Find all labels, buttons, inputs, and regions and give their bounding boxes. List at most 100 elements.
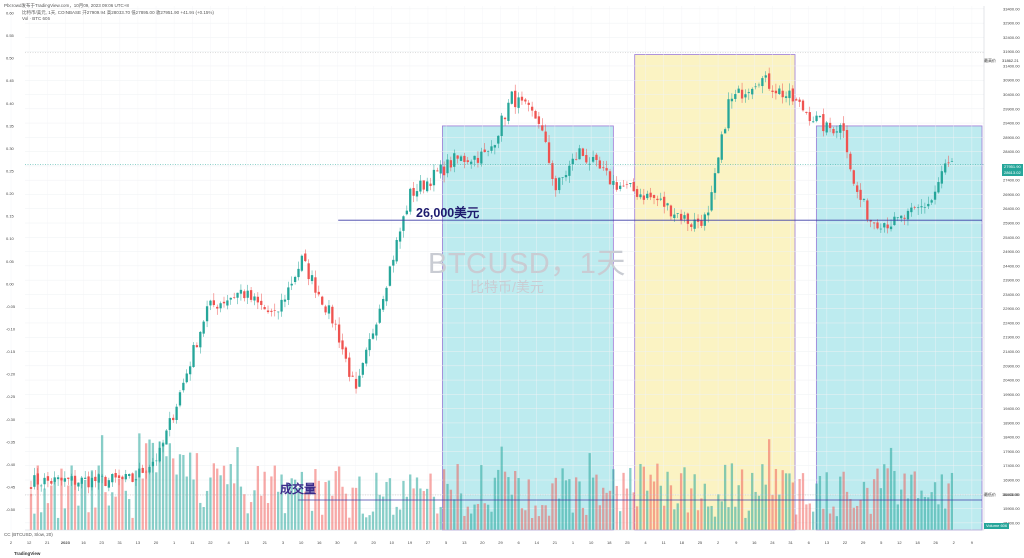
volume-bar xyxy=(209,477,212,530)
volume-bar xyxy=(273,465,276,530)
candle-body xyxy=(341,340,344,350)
price-tick-label: 21900.00 xyxy=(1003,335,1020,340)
volume-bar xyxy=(131,517,134,530)
volume-bar xyxy=(784,473,788,530)
candle-body xyxy=(642,195,646,200)
candle-body xyxy=(514,90,517,108)
volume-bar xyxy=(243,494,246,530)
x-tick-label: 31 xyxy=(118,540,123,545)
volume-bar xyxy=(862,481,866,530)
volume-bar xyxy=(392,514,395,530)
candle-body xyxy=(53,477,56,482)
candle-body xyxy=(80,477,83,484)
volume-bar xyxy=(185,476,188,530)
candle-body xyxy=(507,102,510,121)
x-tick-label: 12 xyxy=(27,540,32,545)
volume-bar xyxy=(165,456,168,530)
volume-bar xyxy=(663,505,666,530)
candle-body xyxy=(551,163,554,179)
volume-bar xyxy=(771,494,774,530)
candle-body xyxy=(537,116,541,124)
volume-bar xyxy=(222,465,226,530)
candle-body xyxy=(409,188,412,212)
candle-body xyxy=(571,158,574,165)
candle-body xyxy=(825,122,828,133)
candle-body xyxy=(842,123,845,131)
volume-bar xyxy=(188,452,192,530)
candle-body xyxy=(134,479,138,481)
price-tick-label: 32400.00 xyxy=(1003,35,1020,40)
candle-body xyxy=(165,430,168,445)
volume-bar xyxy=(256,466,260,530)
candle-body xyxy=(530,106,534,111)
volume-bar xyxy=(605,492,608,530)
volume-bar xyxy=(588,453,591,530)
price-tick-label: 24900.00 xyxy=(1003,249,1020,254)
candle-body xyxy=(270,310,273,312)
volume-bar xyxy=(348,517,351,530)
candle-body xyxy=(158,447,161,462)
candle-body xyxy=(839,124,842,133)
candle-body xyxy=(527,102,530,105)
volume-bar xyxy=(148,439,151,530)
candle-body xyxy=(916,207,920,208)
candle-body xyxy=(354,378,358,389)
candle-body xyxy=(222,301,226,304)
volume-bar xyxy=(260,495,263,530)
price-tick-label: 33400.00 xyxy=(1003,6,1020,11)
price-tick-label: 16900.00 xyxy=(1003,478,1020,483)
candle-body xyxy=(818,116,822,118)
volume-bar xyxy=(97,465,100,530)
candle-body xyxy=(591,156,595,162)
x-tick-label: 8 xyxy=(354,540,357,545)
volume-bar xyxy=(104,492,107,530)
candle-body xyxy=(266,310,270,313)
candle-body xyxy=(463,155,466,162)
candle-body xyxy=(293,276,297,283)
candle-body xyxy=(950,161,954,162)
volume-bar xyxy=(595,474,598,530)
candle-body xyxy=(290,283,293,286)
price-tick-label: 15400.00 xyxy=(1003,520,1020,525)
volume-bar xyxy=(920,490,923,530)
volume-bar xyxy=(517,478,520,530)
left-tick-label: 0.60 xyxy=(6,11,15,16)
volume-bar xyxy=(693,474,696,530)
watermark-title: BTCUSD，1天 xyxy=(428,248,626,280)
volume-bar xyxy=(144,443,148,530)
volume-bar xyxy=(690,488,693,530)
x-tick-label: 29 xyxy=(498,540,503,545)
volume-bar xyxy=(263,471,266,530)
candle-body xyxy=(192,345,195,367)
volume-bar xyxy=(944,508,947,530)
volume-bar xyxy=(886,468,889,530)
candle-body xyxy=(581,148,585,156)
volume-bar xyxy=(121,478,124,530)
candle-body xyxy=(541,125,544,131)
candle-body xyxy=(470,161,473,164)
candle-body xyxy=(544,131,547,142)
left-tick-label: 0.20 xyxy=(6,191,15,196)
volume-bar xyxy=(574,477,578,530)
candle-body xyxy=(253,296,256,301)
x-tick-label: 9 xyxy=(735,540,738,545)
volume-bars xyxy=(29,433,954,530)
candle-body xyxy=(249,290,253,300)
x-tick-label: 20 xyxy=(371,540,376,545)
candle-body xyxy=(933,191,937,200)
candle-body xyxy=(43,477,46,485)
left-tick-label: 0.15 xyxy=(6,214,15,219)
candle-body xyxy=(324,306,327,313)
volume-bar xyxy=(233,483,236,530)
volume-bar xyxy=(310,510,314,530)
candle-body xyxy=(361,362,364,375)
candle-body xyxy=(524,99,527,102)
price-tick-label: 20900.00 xyxy=(1003,363,1020,368)
x-tick-label: 9 xyxy=(971,540,974,545)
volume-bar xyxy=(656,463,659,530)
volume-bar xyxy=(321,514,324,530)
candle-body xyxy=(348,357,351,377)
volume-bar xyxy=(754,491,757,530)
candle-body xyxy=(913,207,916,208)
